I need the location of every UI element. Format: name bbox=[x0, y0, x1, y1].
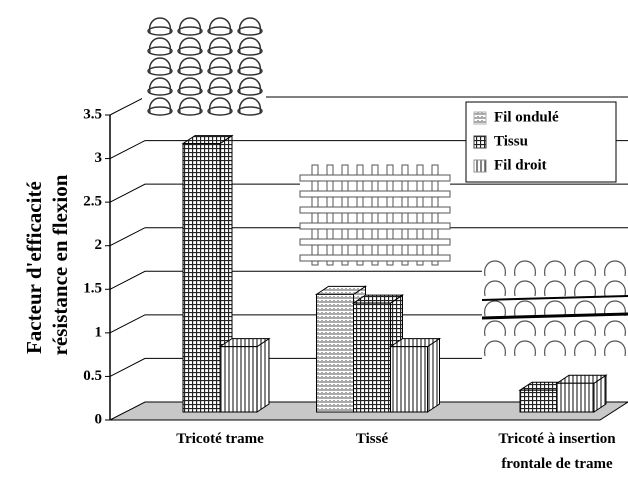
weft-insertion-illustration bbox=[481, 255, 628, 360]
grid-line bbox=[109, 227, 628, 247]
bar bbox=[219, 346, 258, 413]
legend-box bbox=[465, 101, 617, 183]
bar bbox=[316, 293, 354, 413]
plot-area: 0 0.5 1 1.5 2 2.5 3 3.5 Tricoté trame Tissé Tricot… bbox=[83, 96, 628, 472]
bar bbox=[556, 382, 595, 413]
y-tick-label: 0 bbox=[95, 411, 103, 427]
grid-line bbox=[109, 183, 628, 203]
bar bbox=[353, 302, 391, 413]
legend-swatch bbox=[473, 135, 487, 149]
legend-label: Fil droit bbox=[494, 157, 547, 173]
y-axis-title: Facteur d'efficacité résistance en flexi… bbox=[22, 174, 72, 355]
knit-illustration bbox=[142, 12, 266, 116]
bar-side bbox=[427, 337, 440, 413]
bar bbox=[390, 346, 428, 413]
legend: Fil ondulé Tissu Fil droit bbox=[465, 101, 617, 183]
bar bbox=[182, 143, 221, 413]
legend-label: Fil ondulé bbox=[494, 109, 559, 125]
woven-illustration bbox=[299, 164, 451, 266]
legend-label: Tissu bbox=[494, 133, 528, 149]
y-tick-label: 1.5 bbox=[83, 281, 102, 297]
y-tick-label: 0.5 bbox=[83, 368, 102, 384]
x-tick-label: Tricoté à insertion frontale de trame bbox=[498, 431, 616, 472]
x-tick-label: Tissé bbox=[356, 431, 389, 447]
y-tick-label: 1 bbox=[95, 324, 103, 340]
grid-line bbox=[109, 357, 628, 377]
legend-swatch bbox=[473, 111, 487, 125]
y-axis-title-line: résistance en flexion bbox=[48, 174, 72, 355]
y-axis-title-line: Facteur d'efficacité bbox=[22, 181, 46, 354]
grid-line bbox=[109, 270, 628, 290]
grid-line bbox=[109, 314, 628, 334]
y-tick-label: 3.5 bbox=[83, 106, 102, 122]
legend-swatch bbox=[473, 159, 487, 173]
y-tick-label: 2 bbox=[95, 237, 103, 253]
bar bbox=[519, 389, 558, 413]
bar-side bbox=[256, 337, 270, 413]
x-tick-label: Tricoté trame bbox=[176, 431, 264, 447]
y-tick-label: 3 bbox=[95, 150, 103, 166]
y-tick-label: 2.5 bbox=[83, 194, 102, 210]
